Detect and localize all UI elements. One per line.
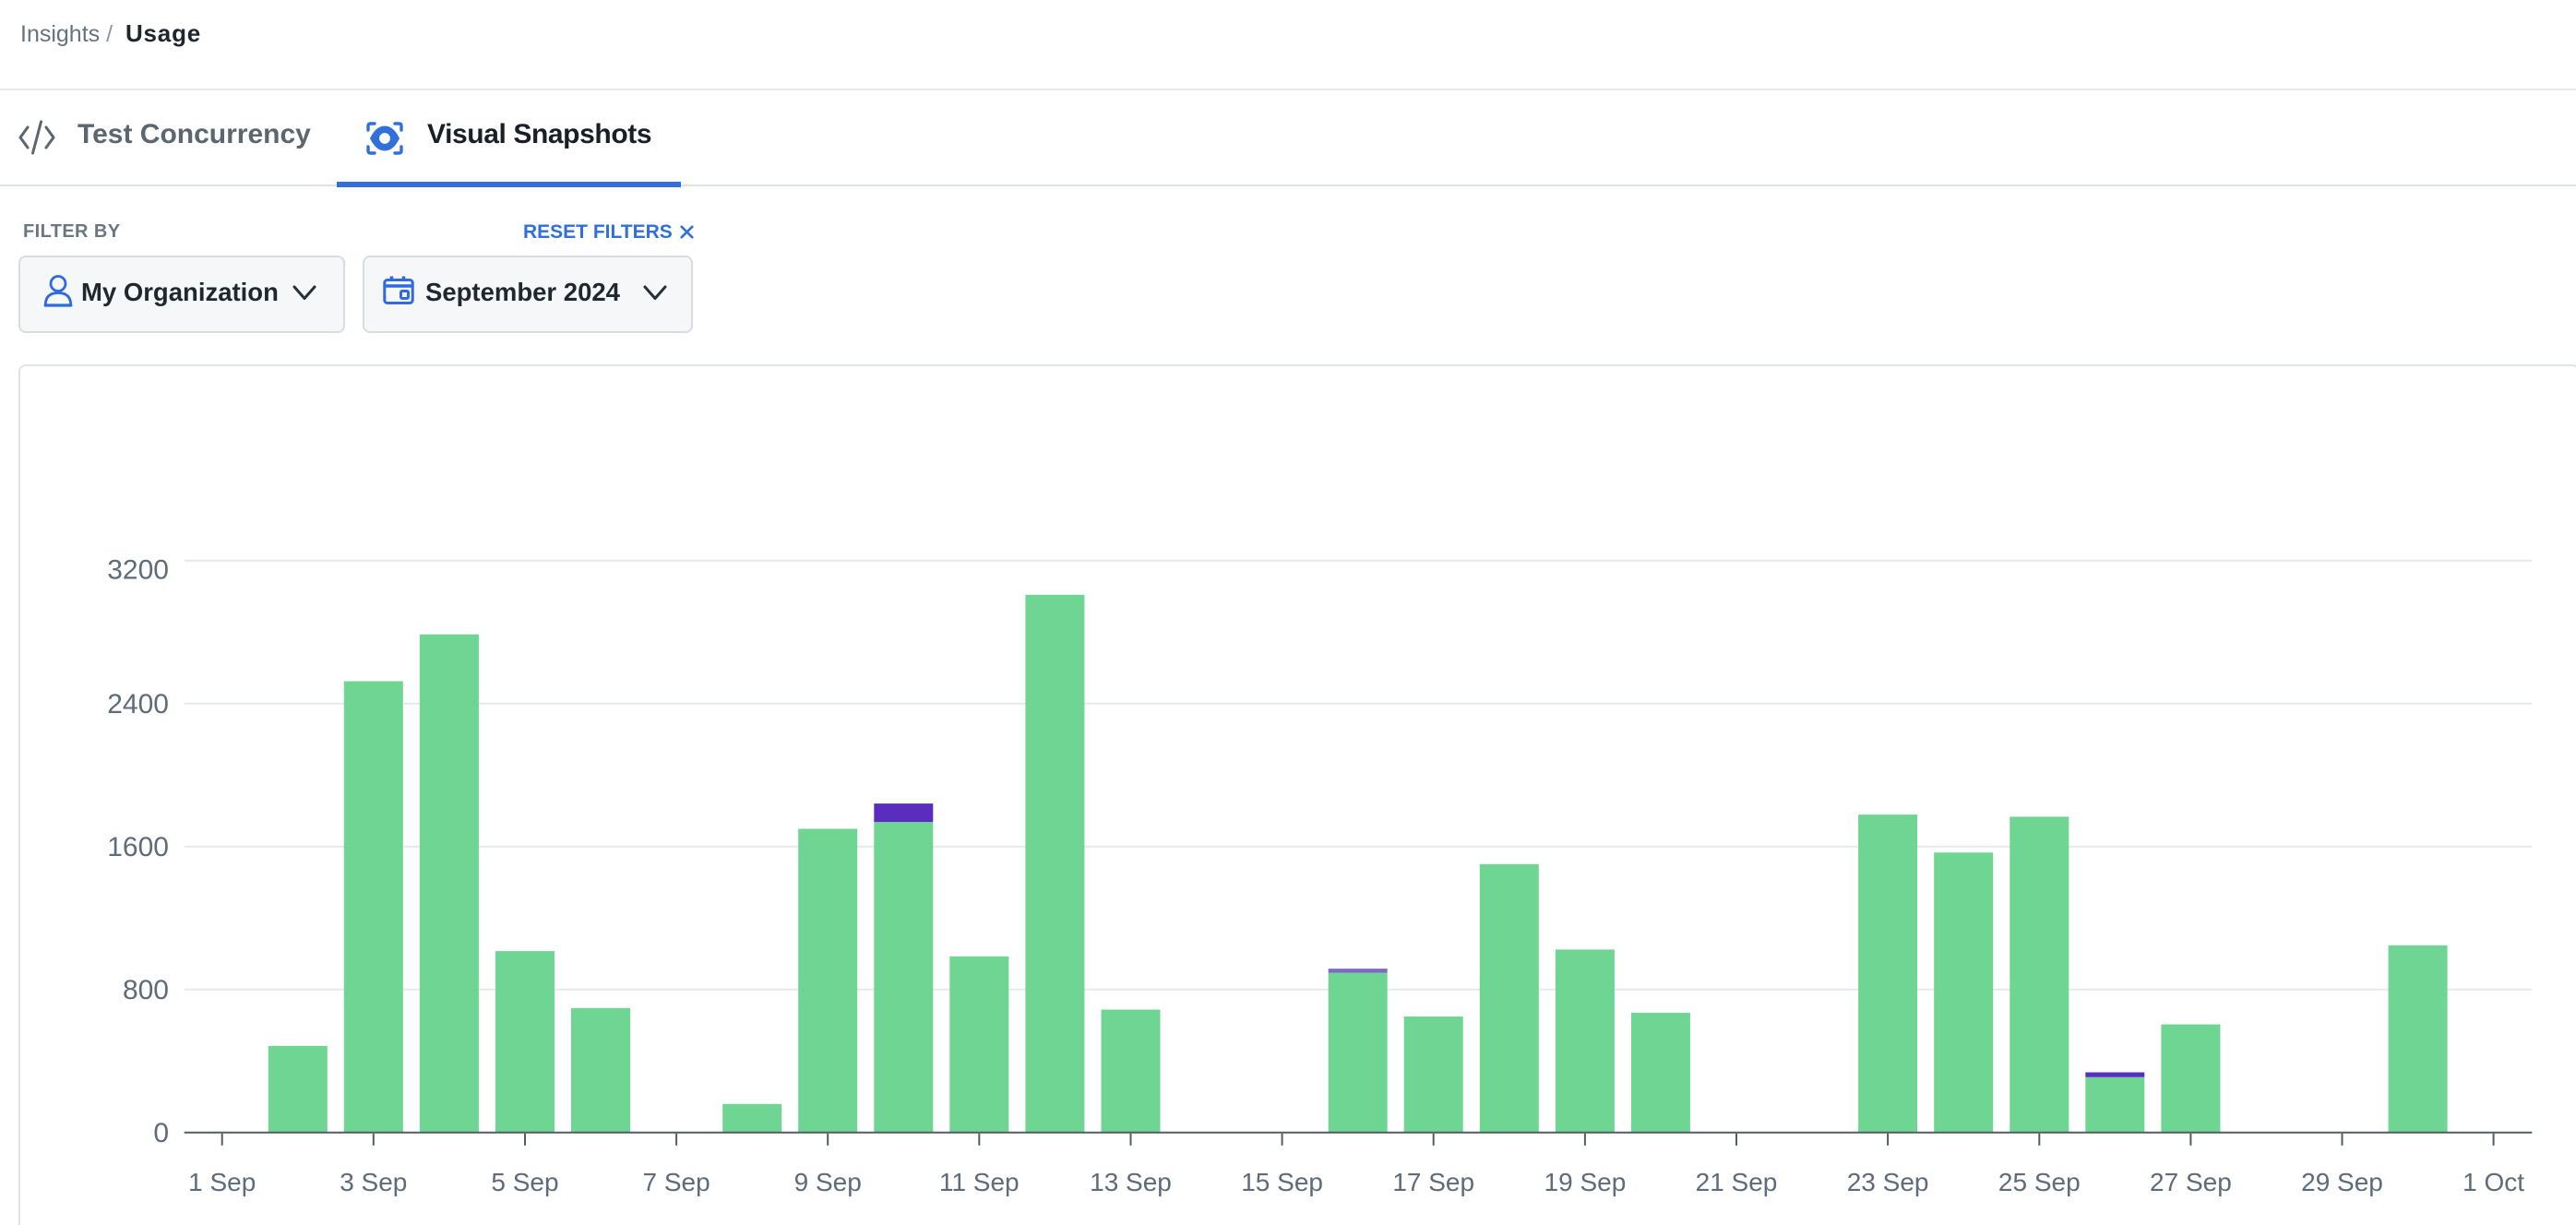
svg-text:7 Sep: 7 Sep: [643, 1168, 710, 1196]
svg-text:17 Sep: 17 Sep: [1392, 1168, 1474, 1196]
svg-text:27 Sep: 27 Sep: [2150, 1168, 2232, 1196]
svg-text:9 Sep: 9 Sep: [794, 1168, 862, 1196]
svg-text:25 Sep: 25 Sep: [1998, 1168, 2081, 1196]
svg-text:5 Sep: 5 Sep: [491, 1168, 558, 1196]
svg-text:23 Sep: 23 Sep: [1847, 1168, 1929, 1196]
svg-text:13 Sep: 13 Sep: [1090, 1168, 1172, 1196]
svg-text:19 Sep: 19 Sep: [1544, 1168, 1627, 1196]
svg-text:11 Sep: 11 Sep: [939, 1168, 1020, 1196]
svg-text:1 Sep: 1 Sep: [188, 1168, 256, 1196]
svg-text:2400: 2400: [107, 689, 169, 720]
svg-text:800: 800: [123, 975, 169, 1005]
svg-text:21 Sep: 21 Sep: [1696, 1168, 1778, 1196]
svg-text:3200: 3200: [107, 554, 169, 585]
svg-text:0: 0: [153, 1118, 169, 1148]
svg-text:29 Sep: 29 Sep: [2301, 1168, 2383, 1196]
svg-text:1 Oct: 1 Oct: [2463, 1168, 2524, 1196]
svg-text:1600: 1600: [107, 832, 169, 862]
svg-text:3 Sep: 3 Sep: [340, 1168, 407, 1196]
svg-text:15 Sep: 15 Sep: [1241, 1168, 1323, 1196]
